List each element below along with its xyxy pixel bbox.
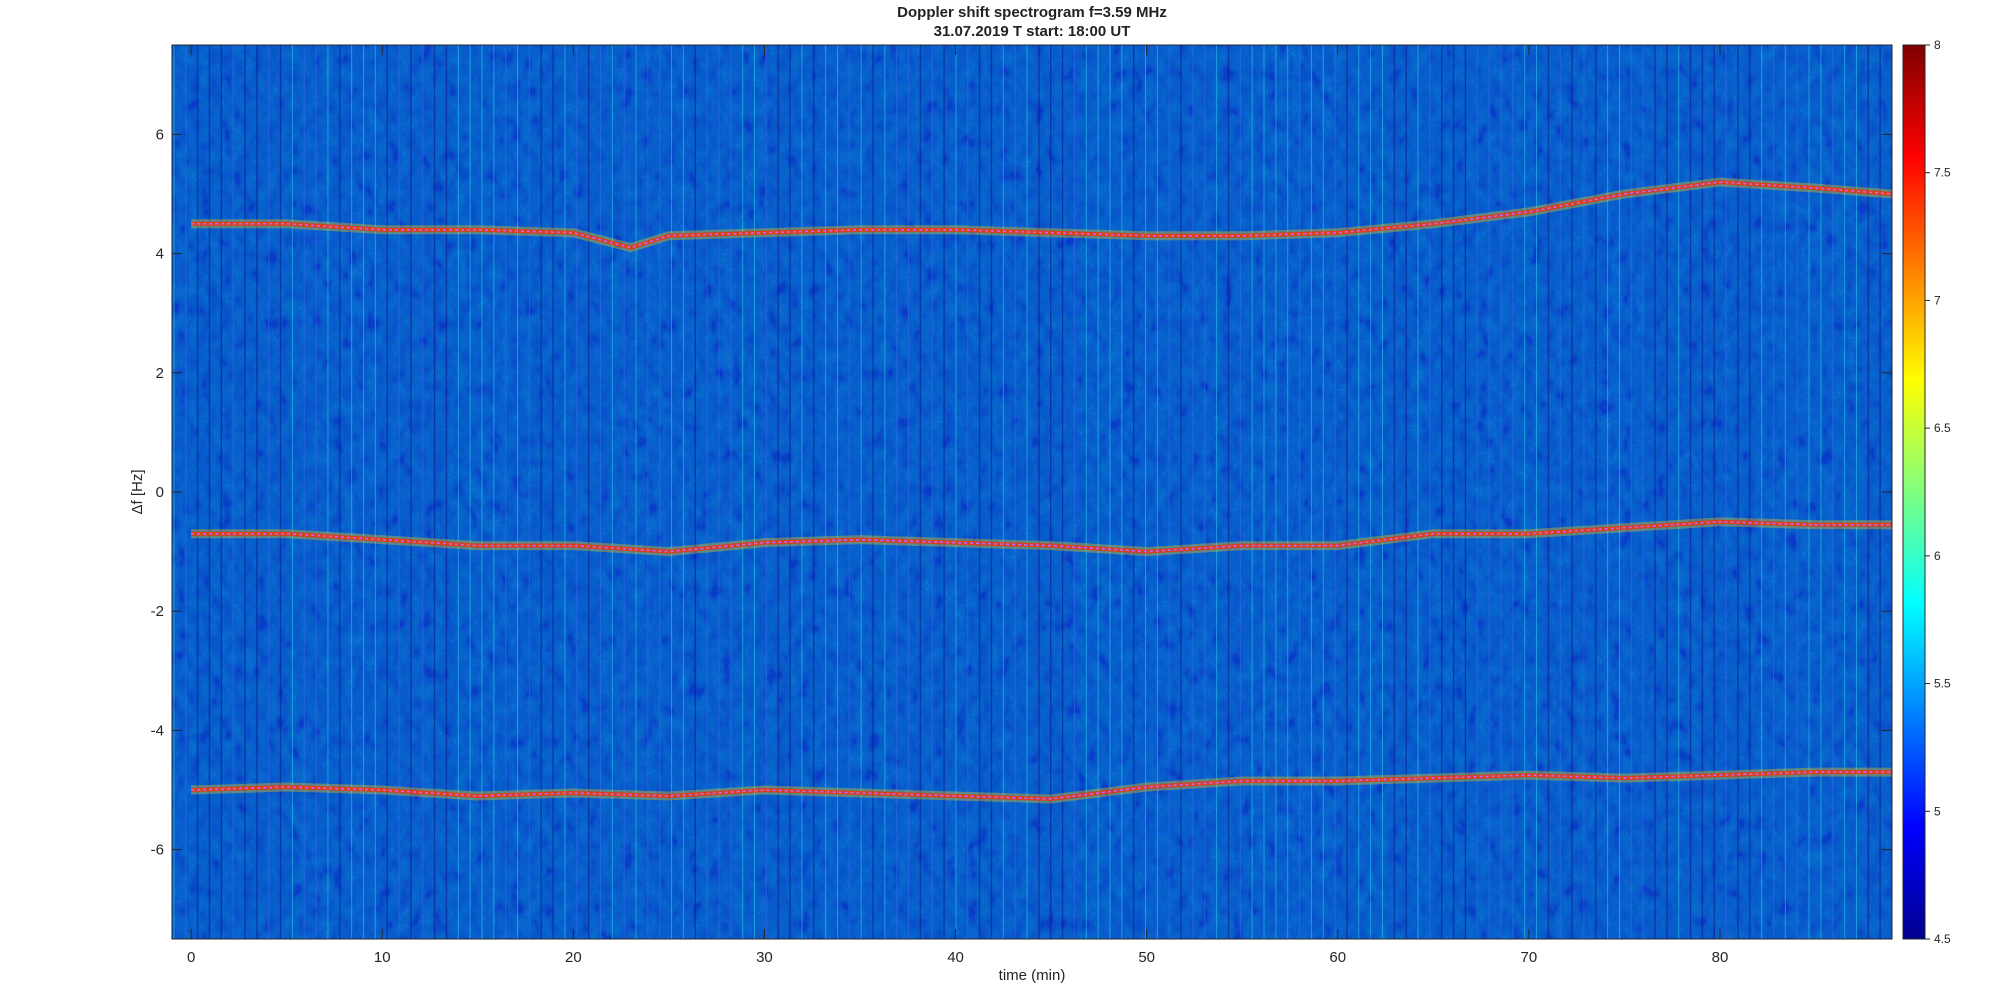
y-tick-label: 2 — [156, 365, 164, 382]
chart-subtitle: 31.07.2019 T start: 18:00 UT — [933, 23, 1131, 40]
colorbar — [1902, 44, 1926, 940]
x-tick-label: 30 — [756, 949, 773, 966]
x-tick-label: 70 — [1521, 949, 1538, 966]
x-tick-label: 60 — [1329, 949, 1346, 966]
trace-fit — [191, 771, 1892, 800]
heatmap-area — [172, 45, 1892, 939]
x-tick-label: 0 — [187, 949, 195, 966]
y-tick-label: -6 — [151, 842, 164, 859]
y-tick-label: -4 — [151, 722, 164, 739]
colorbar-tick-label: 5 — [1934, 804, 1941, 818]
y-tick-label: 4 — [156, 246, 164, 263]
y-tick-label: 0 — [156, 484, 164, 501]
x-tick-label: 40 — [947, 949, 964, 966]
colorbar-tick-label: 5.5 — [1934, 677, 1951, 691]
heatmap-speckle — [172, 45, 1892, 939]
colorbar-tick-label: 4.5 — [1934, 932, 1951, 946]
colorbar-ticks: 8 7.5 7 6.5 6 5.5 5 4.5 — [1925, 38, 1951, 946]
doppler-traces — [190, 177, 1892, 804]
y-axis: 6 4 2 0 -2 -4 -6 — [151, 126, 1892, 859]
chart-title: Doppler shift spectrogram f=3.59 MHz — [897, 4, 1167, 21]
colorbar-tick-label: 6.5 — [1934, 421, 1951, 435]
colorbar-tick-label: 6 — [1934, 549, 1941, 563]
y-tick-label: -2 — [151, 603, 164, 620]
trace-fit — [191, 521, 1892, 553]
y-axis-label: Δf [Hz] — [129, 469, 146, 514]
vertical-stripes — [173, 45, 1881, 939]
trace-fit — [191, 181, 1892, 249]
x-tick-label: 20 — [565, 949, 582, 966]
x-axis: 0 10 20 30 40 50 60 70 80 — [187, 45, 1728, 966]
x-tick-label: 10 — [374, 949, 391, 966]
colorbar-tick-label: 7.5 — [1934, 166, 1951, 180]
x-tick-label: 80 — [1712, 949, 1729, 966]
colorbar-tick-label: 8 — [1934, 38, 1941, 52]
x-tick-label: 50 — [1138, 949, 1155, 966]
y-tick-label: 6 — [156, 126, 164, 143]
x-axis-label: time (min) — [999, 967, 1066, 984]
colorbar-tick-label: 7 — [1934, 293, 1941, 307]
